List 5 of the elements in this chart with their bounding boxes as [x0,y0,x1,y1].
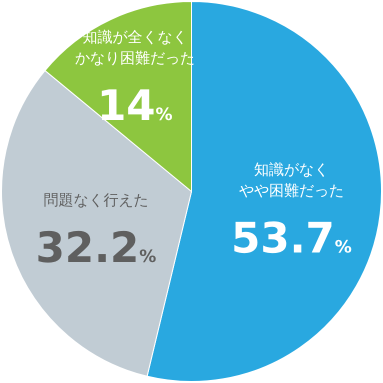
slice-label: 知識がなくやや困難だった [239,160,344,200]
data-label: 32.2% [36,222,156,272]
data-label: 53.7% [231,213,352,262]
data-label: 14% [97,81,173,130]
slice-label: 問題なく行えた [43,190,148,209]
